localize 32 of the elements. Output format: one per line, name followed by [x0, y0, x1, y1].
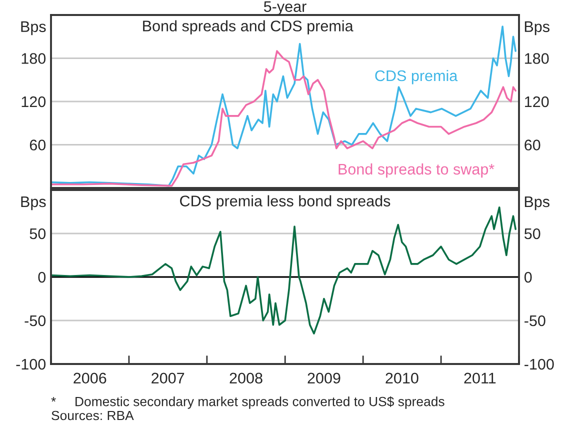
- text: * Domestic secondary market spreads converted to US$ spreads: [51, 396, 444, 409]
- y-axis-title: Bps: [21, 196, 46, 210]
- chart-subtitle: Bond spreads and CDS premia: [143, 20, 354, 34]
- y-tick-label: 120: [22, 96, 46, 108]
- y2-tick-label: 60: [524, 140, 540, 150]
- y2-tick-label: -100: [524, 358, 554, 370]
- y2-tick-label: 120: [525, 96, 549, 108]
- y-tick-label: -100: [16, 358, 46, 370]
- series-label: Bond spreads to swap*: [338, 163, 494, 178]
- chart-title: CDS premia less bond spreads: [180, 195, 390, 210]
- y2-axis-title: Bps: [524, 196, 550, 210]
- series-label: CDS premia: [375, 70, 458, 84]
- y2-tick-label: 50: [524, 228, 540, 240]
- y2-tick-label: 180: [525, 53, 549, 64]
- y2-tick-label: 0: [524, 272, 532, 283]
- y-tick-label: 0: [38, 272, 46, 283]
- x-tick-label: 2007: [152, 372, 184, 384]
- source-note: Sources: RBA: [52, 410, 134, 420]
- x-tick-label: 2006: [74, 372, 106, 384]
- y-axis-title: Bps: [21, 21, 46, 36]
- y2-axis-title: Bps: [524, 21, 550, 36]
- x-tick-label: 2011: [464, 372, 496, 384]
- y-tick-label: 60: [30, 140, 46, 150]
- y-tick-label: 180: [22, 53, 46, 64]
- x-tick-label: 2010: [386, 372, 418, 384]
- y-tick-label: 50: [30, 228, 46, 240]
- x-tick-label: 2009: [308, 372, 340, 384]
- y2-tick-label: -50: [524, 315, 546, 326]
- x-tick-label: 2008: [230, 372, 262, 384]
- chart-title: 5-year: [264, 1, 306, 15]
- line-series: [51, 50, 516, 187]
- y-tick-label: -50: [24, 315, 46, 326]
